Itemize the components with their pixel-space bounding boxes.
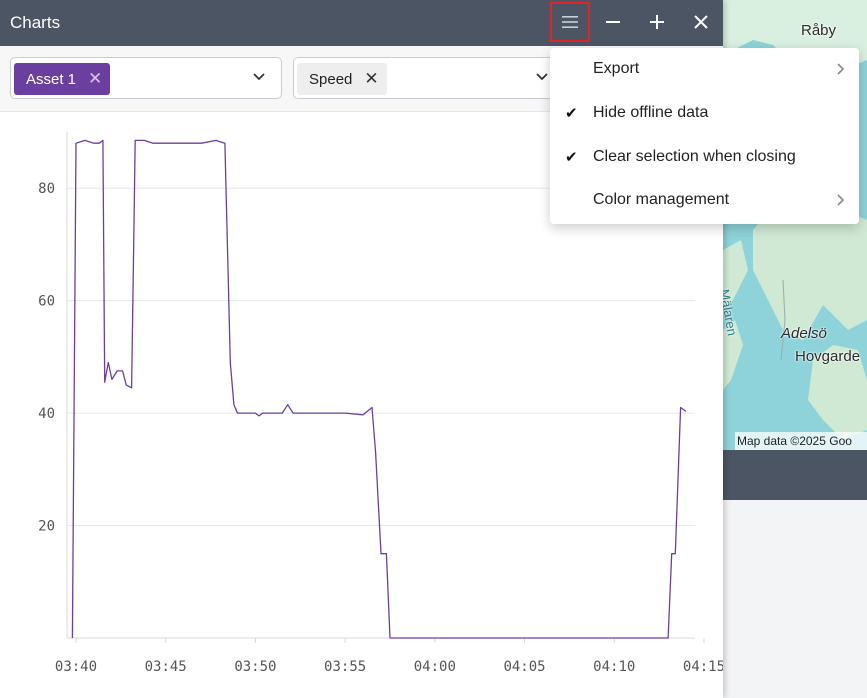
check-icon: ✔ bbox=[565, 149, 578, 166]
options-menu: Export ✔ Hide offline data ✔ Clear selec… bbox=[550, 48, 859, 224]
series-line-speed bbox=[71, 139, 687, 639]
hamburger-icon bbox=[562, 16, 578, 28]
x-tick-label: 04:10 bbox=[593, 659, 635, 675]
chart-svg: 20 40 60 80 03:40 03:45 03:50 03:55 04:00 04:05 04… bbox=[38, 132, 725, 675]
y-tick-label: 80 bbox=[38, 181, 55, 197]
y-tick-label: 20 bbox=[38, 519, 55, 535]
map-label-adelso: Adelsö bbox=[781, 325, 827, 342]
panel-title: Charts bbox=[10, 13, 61, 32]
panel-titlebar: Charts bbox=[0, 0, 723, 46]
x-tick-label: 03:45 bbox=[145, 659, 187, 675]
chevron-down-icon[interactable] bbox=[251, 68, 267, 84]
metric-select[interactable]: Speed ✕ bbox=[293, 57, 555, 99]
menu-item-label: Export bbox=[593, 60, 640, 77]
menu-item-clear-selection[interactable]: ✔ Clear selection when closing bbox=[550, 136, 859, 180]
asset-select[interactable]: Asset 1 ✕ bbox=[10, 57, 282, 99]
menu-item-hide-offline[interactable]: ✔ Hide offline data bbox=[550, 92, 859, 136]
chevron-right-icon bbox=[837, 194, 845, 206]
menu-item-color-management[interactable]: Color management bbox=[550, 179, 859, 223]
metric-chip-label: Speed bbox=[309, 70, 353, 88]
speed-chart[interactable]: 20 40 60 80 03:40 03:45 03:50 03:55 04:00 04:05 04… bbox=[0, 112, 725, 698]
remove-asset-icon[interactable]: ✕ bbox=[88, 69, 103, 88]
asset-chip-label: Asset 1 bbox=[26, 70, 77, 88]
x-tick-label: 04:05 bbox=[503, 659, 545, 675]
map-label-hovgarde: Hovgarde bbox=[795, 348, 861, 365]
asset-chip: Asset 1 ✕ bbox=[14, 63, 111, 95]
add-button[interactable] bbox=[637, 2, 677, 42]
plus-icon bbox=[650, 15, 664, 29]
close-icon bbox=[694, 15, 708, 29]
x-tick-label: 03:55 bbox=[324, 659, 366, 675]
close-button[interactable] bbox=[681, 2, 721, 42]
remove-metric-icon[interactable]: ✕ bbox=[364, 69, 379, 88]
map-attribution: Map data ©2025 Goo bbox=[735, 432, 867, 450]
metric-chip: Speed ✕ bbox=[297, 63, 387, 95]
x-tick-label: 03:50 bbox=[234, 659, 276, 675]
menu-item-label: Clear selection when closing bbox=[593, 148, 796, 165]
chevron-right-icon bbox=[837, 63, 845, 75]
menu-button[interactable] bbox=[550, 2, 590, 42]
map-label-raby: Råby bbox=[801, 22, 837, 39]
background-area bbox=[723, 500, 867, 698]
y-tick-label: 60 bbox=[38, 294, 55, 310]
menu-item-export[interactable]: Export bbox=[550, 48, 859, 92]
menu-item-label: Hide offline data bbox=[593, 104, 709, 121]
menu-item-label: Color management bbox=[593, 191, 730, 208]
x-tick-label: 03:40 bbox=[55, 659, 97, 675]
y-tick-label: 40 bbox=[38, 406, 55, 422]
minus-icon bbox=[606, 21, 620, 23]
x-tick-label: 04:00 bbox=[414, 659, 456, 675]
map-footer-bar bbox=[723, 450, 867, 500]
x-tick-label: 04:15 bbox=[683, 659, 723, 675]
minimize-button[interactable] bbox=[593, 2, 633, 42]
check-icon: ✔ bbox=[565, 105, 578, 122]
chevron-down-icon[interactable] bbox=[534, 68, 550, 84]
